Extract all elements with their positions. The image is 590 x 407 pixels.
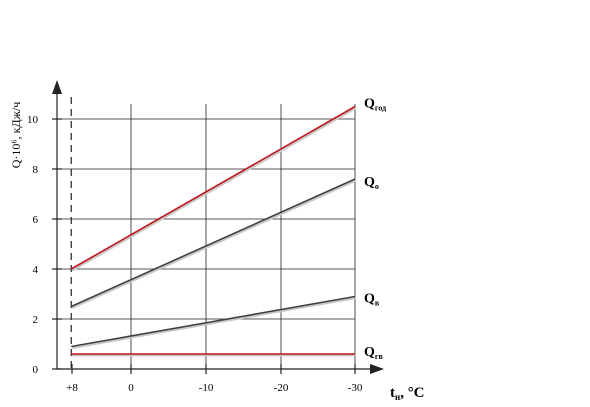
x-tick-label-0: 0 <box>128 382 134 394</box>
x-axis-label-sub: н <box>395 392 400 402</box>
series-label-main-1: Q <box>364 175 375 190</box>
series-label-main-3: Q <box>364 345 375 360</box>
y-tick-label-4: 4 <box>33 264 39 276</box>
x-tick-label-+8: +8 <box>66 382 78 394</box>
x-axis-label: tн, °С <box>390 385 425 402</box>
series-line-1 <box>70 178 356 308</box>
series-line-2 <box>71 295 356 348</box>
series-label-sub-1: о <box>375 182 379 191</box>
x-axis-label-main: t <box>390 385 395 401</box>
x-axis-arrow <box>370 364 384 374</box>
x-tick-label--20: -20 <box>274 382 289 394</box>
y-tick-label-2: 2 <box>33 314 39 326</box>
y-tick-label-8: 8 <box>33 164 39 176</box>
y-axis-label: Q·10⁶, кДж/ч <box>9 102 23 169</box>
series-label-sub-2: в <box>375 299 380 308</box>
x-axis-label-unit: , °С <box>400 385 424 401</box>
series-label-0: Qгод <box>364 97 386 113</box>
series-lines <box>70 105 357 357</box>
series-shadow-1 <box>71 179 357 309</box>
series-label-2: Qв <box>364 292 380 308</box>
x-tick-label--30: -30 <box>348 382 363 394</box>
series-label-main-2: Q <box>364 292 375 307</box>
axes <box>52 80 384 374</box>
y-tick-label-6: 6 <box>33 214 39 226</box>
x-tick-label--10: -10 <box>199 382 214 394</box>
series-label-sub-3: гв <box>375 352 384 361</box>
y-tick-label-0: 0 <box>33 364 39 376</box>
series-line-0 <box>70 105 356 270</box>
series-label-3: Qгв <box>364 345 384 361</box>
series-label-main-0: Q <box>364 97 375 112</box>
series-label-1: Qо <box>364 175 379 191</box>
series-shadow-2 <box>72 297 357 349</box>
series-label-sub-0: год <box>375 104 386 113</box>
series-shadow-0 <box>71 107 357 272</box>
grid <box>57 104 356 369</box>
tick-labels: 0 2 4 6 8 10 +8 0 -10 -20 -30 <box>27 114 363 394</box>
y-tick-label-10: 10 <box>27 114 39 126</box>
y-axis-arrow <box>52 80 62 94</box>
